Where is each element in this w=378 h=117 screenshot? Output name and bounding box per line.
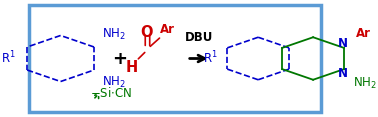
Text: DBU: DBU bbox=[184, 31, 213, 44]
Text: NH$_2$: NH$_2$ bbox=[102, 75, 126, 90]
Text: $-$Si$\cdot$CN: $-$Si$\cdot$CN bbox=[90, 86, 132, 100]
Text: +: + bbox=[113, 49, 127, 68]
Text: R$^1$: R$^1$ bbox=[203, 50, 218, 67]
Text: N: N bbox=[338, 67, 347, 80]
Text: H: H bbox=[126, 60, 138, 75]
Text: R$^1$: R$^1$ bbox=[1, 50, 16, 67]
Text: Ar: Ar bbox=[160, 23, 175, 36]
Text: Ar: Ar bbox=[356, 27, 371, 40]
Text: O: O bbox=[141, 25, 153, 40]
Text: N: N bbox=[338, 37, 347, 50]
Text: NH$_2$: NH$_2$ bbox=[102, 27, 126, 42]
Text: NH$_2$: NH$_2$ bbox=[353, 76, 377, 91]
